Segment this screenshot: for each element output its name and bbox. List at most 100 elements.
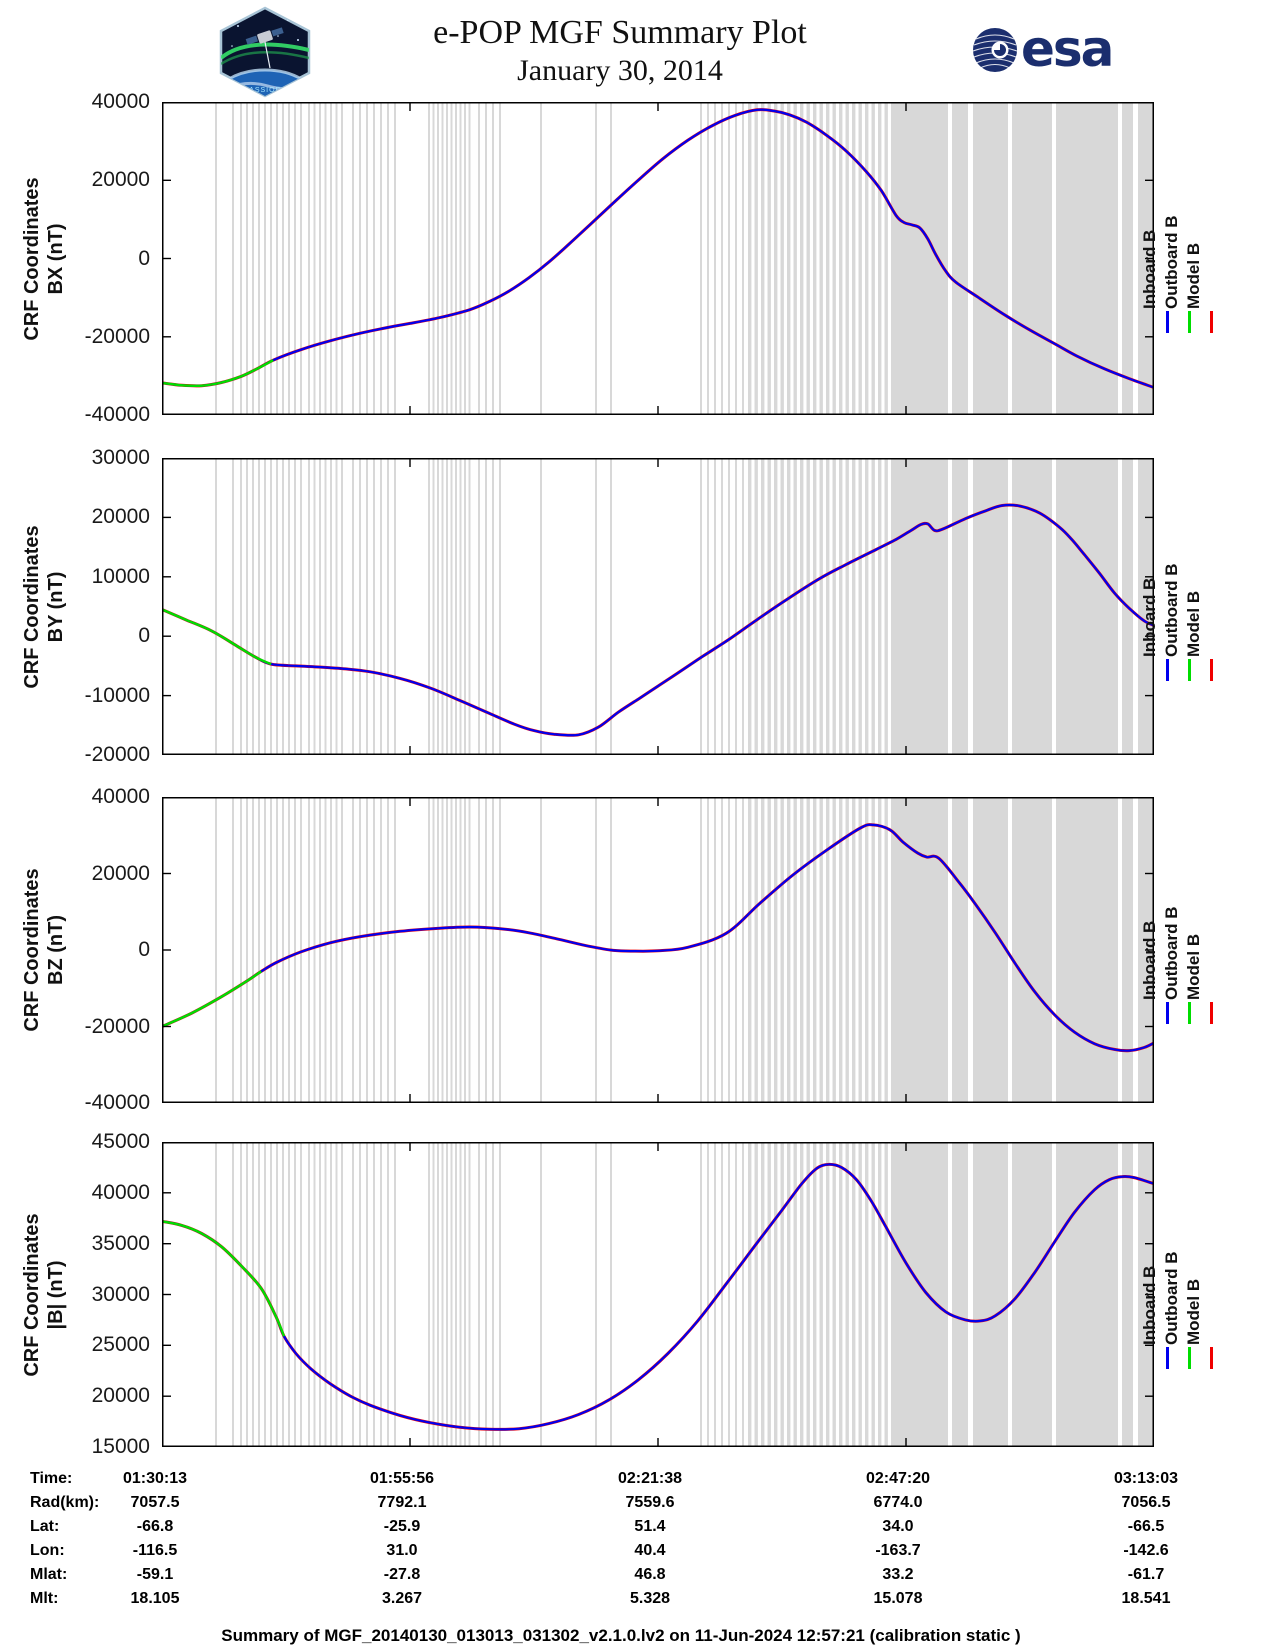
patch-aurora — [221, 42, 309, 60]
legend-label-outboard-b: Outboard B — [1162, 906, 1181, 1001]
legend-swatch-inboard — [1166, 310, 1169, 333]
axis-label-line2: BY (nT) — [45, 571, 67, 642]
legend-swatch-inboard — [1166, 1002, 1169, 1024]
table-cell: -163.7 — [875, 1542, 921, 1559]
cassiope-mission-patch: CASSIOPE — [219, 6, 311, 98]
table-cell: 40.4 — [634, 1542, 666, 1559]
summary-line: Summary of MGF_20140130_013013_031302_v2… — [221, 1626, 1021, 1645]
ytick-label-by: 10000 — [91, 564, 150, 588]
ytick-label-bmag: 20000 — [91, 1384, 150, 1408]
table-cell: 33.2 — [882, 1566, 914, 1583]
ytick-label-bmag: 40000 — [91, 1180, 150, 1204]
ytick-label-bmag: 45000 — [91, 1130, 150, 1153]
table-row-label-mlt: Mlt: — [30, 1590, 59, 1607]
table-cell: 18.105 — [130, 1590, 180, 1607]
ytick-label-by: -10000 — [84, 683, 150, 707]
page-subtitle: January 30, 2014 — [517, 54, 723, 87]
ytick-label-bx: -20000 — [84, 324, 150, 348]
legend-swatch-outboard — [1188, 1002, 1191, 1024]
ytick-label-bz: -20000 — [84, 1014, 150, 1038]
table-cell: 15.078 — [873, 1590, 923, 1607]
patch-text: CASSIOPE — [243, 87, 287, 94]
table-cell: -142.6 — [1123, 1542, 1169, 1559]
panel-by — [162, 458, 1154, 755]
legend-label-model-b: Model B — [1184, 1278, 1203, 1345]
legend-label-outboard-b: Outboard B — [1162, 215, 1181, 309]
legend-label-model-b: Model B — [1184, 933, 1203, 1000]
outboard-b-curve — [162, 970, 262, 1028]
table-cell: -66.8 — [136, 1518, 174, 1535]
axis-label-line1: CRF Coordinates — [21, 524, 43, 689]
ytick-label-by: 30000 — [91, 446, 150, 469]
panel-bz — [162, 797, 1154, 1103]
table-cell: 7792.1 — [377, 1494, 427, 1511]
ytick-label-bx: -40000 — [84, 403, 150, 426]
legend-label-inboard-b: Inboard B — [1140, 920, 1159, 1000]
axis-label-line2: |B| (nT) — [45, 1260, 67, 1329]
table-cell: 03:13:03 — [1113, 1470, 1179, 1487]
ytick-label-bmag: 15000 — [91, 1435, 150, 1458]
ytick-label-bz: 20000 — [91, 861, 150, 885]
panel-border — [162, 458, 1154, 755]
ytick-label-bx: 0 — [138, 246, 150, 270]
esa-globe-icon — [972, 28, 1018, 72]
table-cell: -116.5 — [132, 1542, 178, 1559]
axis-label-line1: CRF Coordinates — [21, 868, 43, 1032]
table-row-label-mlat: Mlat: — [30, 1566, 68, 1583]
table-row-label-time: Time: — [30, 1470, 73, 1487]
axis-label-line1: CRF Coordinates — [21, 176, 43, 341]
table-cell: -61.7 — [1127, 1566, 1165, 1583]
legend-swatch-model — [1210, 1346, 1213, 1369]
legend-label-model-b: Model B — [1184, 242, 1203, 309]
table-cell: 5.328 — [629, 1590, 671, 1607]
axis-label-line2: BZ (nT) — [45, 915, 67, 985]
panel-bx — [162, 102, 1154, 415]
table-cell: 6774.0 — [873, 1494, 923, 1511]
table-cell: 34.0 — [882, 1518, 914, 1535]
inboard-b-curve — [162, 823, 1154, 1052]
table-cell: -27.8 — [383, 1566, 421, 1583]
table-cell: 46.8 — [634, 1566, 666, 1583]
table-cell: 31.0 — [386, 1542, 418, 1559]
ytick-label-by: 0 — [138, 624, 150, 648]
table-row-label-radkm: Rad(km): — [30, 1494, 100, 1511]
panel-border — [162, 797, 1154, 1103]
table-cell: 02:47:20 — [865, 1470, 931, 1487]
ytick-label-bx: 20000 — [91, 168, 150, 192]
inboard-b-curve — [162, 503, 1154, 737]
patch-satellite — [245, 27, 284, 69]
outboard-b-curve — [162, 1220, 286, 1337]
legend-swatch-model — [1210, 658, 1213, 681]
ytick-label-bz: 40000 — [91, 785, 150, 808]
panel-border — [162, 102, 1154, 415]
table-cell: 7057.5 — [130, 1494, 180, 1511]
legend-label-inboard-b: Inboard B — [1140, 229, 1159, 309]
legend-swatch-model — [1210, 310, 1213, 333]
ytick-label-bz: 0 — [138, 938, 150, 961]
legend-label-inboard-b: Inboard B — [1140, 577, 1159, 657]
inboard-b-curve — [162, 108, 1154, 389]
legend-swatch-inboard — [1166, 658, 1169, 681]
table-cell: 02:21:38 — [617, 1470, 683, 1487]
table-cell: 7056.5 — [1121, 1494, 1171, 1511]
table-cell: -66.5 — [1127, 1518, 1165, 1535]
table-cell: 51.4 — [634, 1518, 666, 1535]
table-cell: 7559.6 — [625, 1494, 675, 1511]
table-cell: 01:55:56 — [369, 1470, 435, 1487]
outboard-b-curve — [162, 608, 272, 666]
legend-label-inboard-b: Inboard B — [1140, 1265, 1159, 1345]
inboard-b-curve — [162, 1163, 1154, 1431]
ytick-label-bx: 40000 — [91, 90, 150, 113]
outboard-b-curve — [162, 359, 274, 388]
panel-border — [162, 1142, 1154, 1447]
table-cell: 3.267 — [381, 1590, 423, 1607]
ytick-label-bmag: 30000 — [91, 1282, 150, 1306]
panel-bmag — [162, 1142, 1154, 1447]
legend-swatch-model — [1210, 1002, 1213, 1024]
legend-swatch-outboard — [1188, 1346, 1191, 1369]
page-title: e-POP MGF Summary Plot — [433, 14, 807, 51]
axis-label-line1: CRF Coordinates — [21, 1212, 43, 1377]
esa-wordmark: esa — [1021, 20, 1114, 78]
ytick-label-by: 20000 — [91, 505, 150, 529]
